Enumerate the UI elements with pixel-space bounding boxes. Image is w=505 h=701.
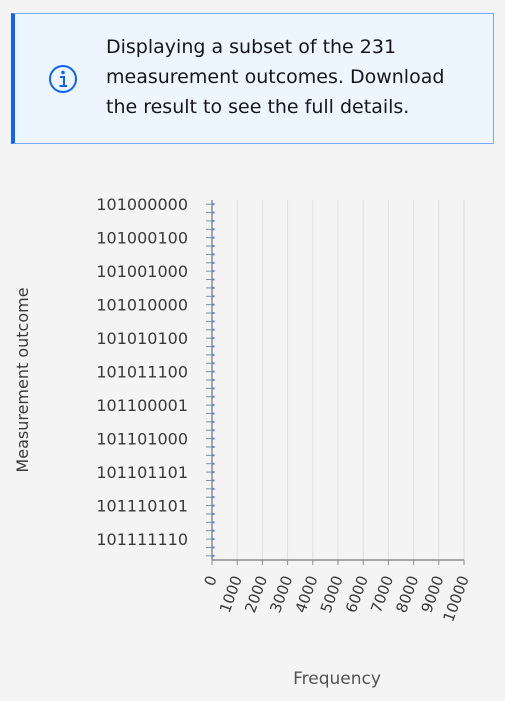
- x-axis-label: Frequency: [293, 669, 381, 689]
- bar: [212, 454, 215, 457]
- bar: [212, 546, 215, 549]
- bar: [212, 345, 215, 348]
- y-axis-label: Measurement outcome: [13, 287, 32, 472]
- x-tick-label: 0: [201, 573, 221, 588]
- bar: [212, 270, 215, 273]
- bar: [212, 471, 215, 474]
- bar: [212, 362, 215, 365]
- bar: [212, 278, 215, 281]
- bar: [212, 504, 215, 507]
- bar: [212, 228, 215, 231]
- bar: [212, 538, 215, 541]
- bar: [212, 487, 215, 490]
- y-tick-label: 101111110: [96, 530, 188, 549]
- bar: [212, 203, 215, 206]
- bar: [212, 420, 215, 423]
- bar: [212, 253, 215, 256]
- bar: [212, 437, 215, 440]
- y-tick-label: 101101101: [96, 463, 188, 482]
- bar: [212, 496, 215, 499]
- bar: [212, 529, 215, 532]
- y-tick-label: 101001000: [96, 262, 188, 281]
- bar: [212, 512, 215, 515]
- bar: [212, 245, 215, 248]
- y-tick-label: 101000100: [96, 229, 188, 248]
- bar: [212, 395, 215, 398]
- bar: [212, 328, 215, 331]
- notification: Displaying a subset of the 231 measureme…: [11, 13, 494, 144]
- bar: [212, 320, 215, 323]
- bar: [212, 412, 215, 415]
- y-tick-label: 101010000: [96, 296, 188, 315]
- y-tick-label: 101010100: [96, 329, 188, 348]
- bar: [212, 353, 215, 356]
- bar: [212, 337, 215, 340]
- bar: [212, 211, 215, 214]
- notification-message: Displaying a subset of the 231 measureme…: [106, 36, 445, 118]
- bar: [212, 236, 215, 239]
- bar: [212, 286, 215, 289]
- bar: [212, 429, 215, 432]
- y-tick-label: 101000000: [96, 195, 188, 214]
- bar: [212, 521, 215, 524]
- y-tick-label: 101011100: [96, 363, 188, 382]
- bar: [212, 404, 215, 407]
- bar: [212, 445, 215, 448]
- y-tick-label: 101101000: [96, 430, 188, 449]
- bar: [212, 462, 215, 465]
- bar: [212, 303, 215, 306]
- bar: [212, 219, 215, 222]
- bar: [212, 295, 215, 298]
- bar: [212, 261, 215, 264]
- y-tick-label: 101100001: [96, 396, 188, 415]
- y-tick-label: 101110101: [96, 497, 188, 516]
- bar: [212, 379, 215, 381]
- bar: [212, 554, 215, 557]
- bar: [212, 370, 215, 373]
- bar: [212, 479, 215, 482]
- bar: [212, 312, 215, 315]
- info-icon: [49, 65, 77, 93]
- bar: [212, 387, 215, 390]
